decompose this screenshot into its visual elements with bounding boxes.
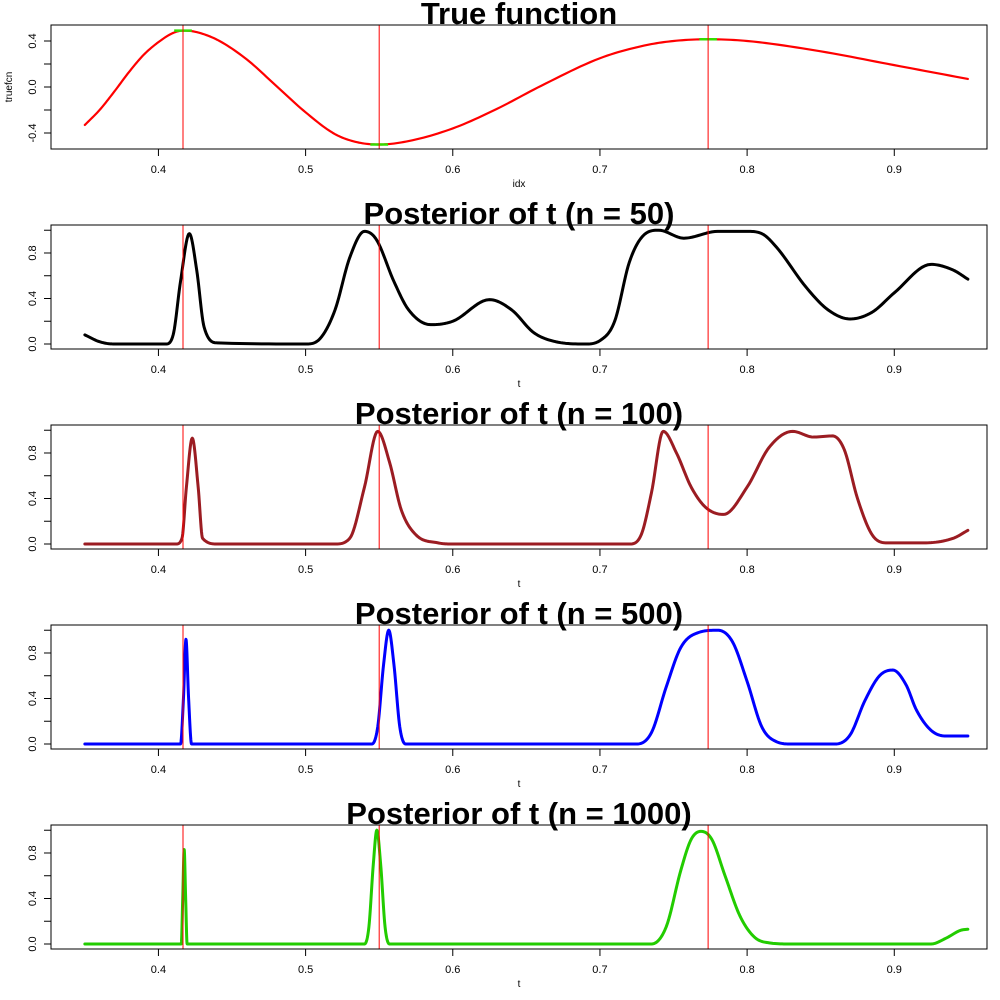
plot-box: [50, 24, 988, 150]
x-axis-label: t: [518, 779, 521, 790]
x-tick-label: 0.7: [592, 364, 607, 376]
x-tick-label: 0.8: [739, 564, 754, 576]
panel-2: Posterior of t (n = 50) 0.4 0.5 0.6 0.7 0.8 0.…: [27, 196, 988, 390]
x-tick-label: 0.8: [739, 164, 754, 176]
x-tick-label: 0.8: [739, 964, 754, 976]
panel-1: True function 0.4 0.5 0.6 0.7 0.8 0.9 idx -0.4 0.…: [4, 0, 988, 190]
x-tick-label: 0.5: [298, 564, 313, 576]
x-axis-label: t: [518, 979, 521, 990]
chart-title: Posterior of t (n = 100): [355, 396, 683, 431]
x-tick-label: 0.7: [592, 964, 607, 976]
y-tick-label: 0.4: [27, 291, 39, 306]
x-tick-label: 0.6: [445, 364, 460, 376]
x-tick-label: 0.6: [445, 964, 460, 976]
y-tick-label: 0.8: [27, 845, 39, 860]
y-tick-label: 0.0: [27, 936, 39, 951]
y-axis-label: truefcn: [4, 72, 15, 103]
x-tick-label: 0.4: [151, 964, 166, 976]
panel-5: Posterior of t (n = 1000) 0.4 0.5 0.6 0.7 0.8…: [27, 796, 988, 990]
x-tick-label: 0.7: [592, 764, 607, 776]
y-tick-label: 0.4: [27, 691, 39, 706]
y-tick-label: 0.0: [27, 336, 39, 351]
series-line: [83, 29, 969, 146]
x-tick-label: 0.9: [887, 564, 902, 576]
chart-title: Posterior of t (n = 1000): [346, 796, 691, 831]
y-tick-label: 0.4: [27, 891, 39, 906]
x-tick-label: 0.6: [445, 764, 460, 776]
y-tick-label: -0.4: [27, 124, 39, 143]
chart-title: Posterior of t (n = 50): [364, 196, 675, 231]
plot-box: [50, 824, 988, 950]
x-tick-label: 0.8: [739, 364, 754, 376]
y-tick-label: 0.4: [27, 491, 39, 506]
x-tick-label: 0.5: [298, 164, 313, 176]
x-tick-label: 0.7: [592, 564, 607, 576]
x-tick-label: 0.9: [887, 164, 902, 176]
x-tick-label: 0.4: [151, 764, 166, 776]
x-tick-label: 0.4: [151, 564, 166, 576]
x-axis-label: t: [518, 379, 521, 390]
x-tick-label: 0.8: [739, 764, 754, 776]
series-line: [83, 628, 970, 746]
panel-3: Posterior of t (n = 100) 0.4 0.5 0.6 0.7 0.8 0…: [27, 396, 988, 590]
y-tick-label: 0.8: [27, 445, 39, 460]
panel-4: Posterior of t (n = 500) 0.4 0.5 0.6 0.7 0.8 0…: [27, 596, 988, 790]
x-tick-label: 0.5: [298, 964, 313, 976]
x-tick-label: 0.7: [592, 164, 607, 176]
x-tick-label: 0.6: [445, 564, 460, 576]
y-tick-label: 0.4: [27, 33, 39, 48]
x-tick-label: 0.9: [887, 964, 902, 976]
y-tick-label: 0.0: [27, 736, 39, 751]
y-tick-label: 0.8: [27, 245, 39, 260]
y-tick-label: 0.0: [27, 79, 39, 94]
x-tick-label: 0.5: [298, 364, 313, 376]
chart-title: Posterior of t (n = 500): [355, 596, 683, 631]
x-axis-label: t: [518, 579, 521, 590]
y-tick-label: 0.0: [27, 536, 39, 551]
x-tick-label: 0.4: [151, 364, 166, 376]
series-line: [83, 429, 970, 546]
x-tick-label: 0.9: [887, 764, 902, 776]
series-line: [83, 828, 970, 946]
x-axis-label: idx: [513, 179, 526, 190]
x-tick-label: 0.9: [887, 364, 902, 376]
x-tick-label: 0.5: [298, 764, 313, 776]
x-tick-label: 0.4: [151, 164, 166, 176]
x-tick-label: 0.6: [445, 164, 460, 176]
series-line: [83, 228, 970, 346]
y-tick-label: 0.8: [27, 645, 39, 660]
chart-title: True function: [421, 0, 617, 31]
